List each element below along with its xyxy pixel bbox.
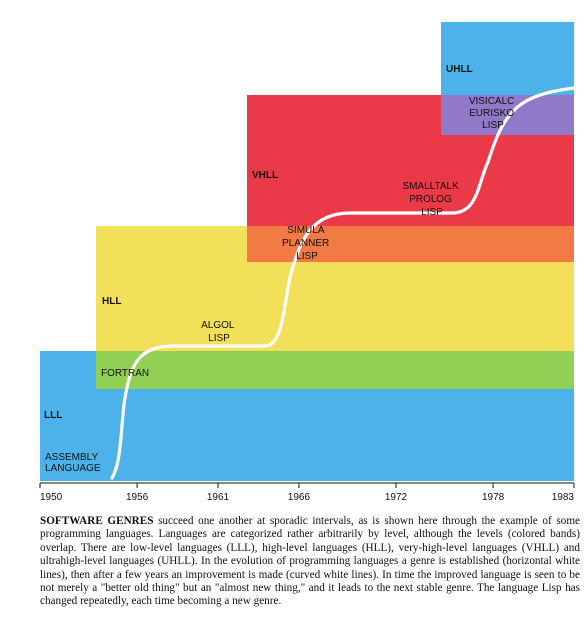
evolution-curve [110,86,576,480]
axis-tick-label: 1978 [482,492,505,503]
overlap-vhll-uhll [441,95,574,135]
figure-caption: SOFTWARE GENRES succeed one another at s… [40,515,580,609]
axis-tick-label: 1983 [552,492,575,503]
overlap-lll-hll [96,351,574,389]
language-label-fortran: FORTRAN [101,368,149,379]
band-label-uhll: UHLL [446,64,473,75]
band-label-vhll: VHLL [252,170,278,181]
axis-tick-label: 1950 [40,492,63,503]
axis-tick-label: 1972 [385,492,408,503]
caption-lead: SOFTWARE GENRES [40,515,154,527]
language-label-algol: ALGOL LISP [201,320,237,344]
axis-tick-label: 1956 [126,492,149,503]
language-label-simula: SIMULA PLANNER LISP [282,225,332,262]
language-label-visicalc: VISICALC EURISKO LISP [469,96,517,131]
caption-body: succeed one another at sporadic interval… [40,515,580,608]
software-genres-diagram: LLL HLL VHLL UHLL ASSEMBLY LANGUAGE FORT… [39,22,576,503]
band-label-lll: LLL [44,410,62,421]
band-label-hll: HLL [102,296,121,307]
axis-tick-label: 1961 [207,492,230,503]
language-label-smalltalk: SMALLTALK PROLOG LISP [402,181,461,218]
language-label-assembly: ASSEMBLY LANGUAGE [45,452,101,474]
axis-tick-label: 1966 [288,492,311,503]
